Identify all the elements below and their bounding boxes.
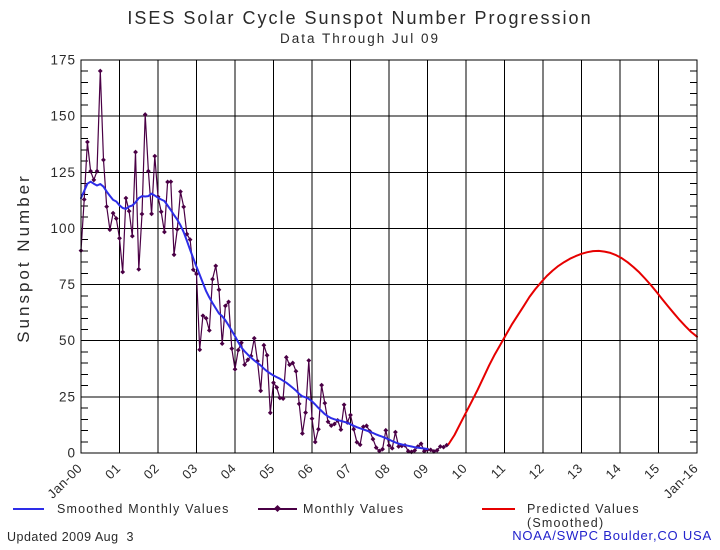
smoothed-monthly-line bbox=[80, 180, 429, 450]
svg-text:03: 03 bbox=[179, 461, 201, 483]
svg-text:04: 04 bbox=[218, 461, 240, 483]
svg-text:01: 01 bbox=[102, 461, 124, 483]
svg-text:13: 13 bbox=[564, 461, 586, 483]
svg-text:25: 25 bbox=[59, 389, 76, 404]
svg-text:175: 175 bbox=[50, 53, 76, 68]
page-title: ISES Solar Cycle Sunspot Number Progress… bbox=[127, 8, 593, 28]
monthly-diamond-icon bbox=[273, 504, 282, 513]
legend-label-monthly: Monthly Values bbox=[303, 502, 405, 516]
y-tick-labels: 0 25 50 75 100 125 150 175 bbox=[50, 53, 76, 461]
svg-text:10: 10 bbox=[449, 461, 471, 483]
svg-text:09: 09 bbox=[410, 461, 432, 483]
svg-text:Jan-16: Jan-16 bbox=[660, 461, 701, 500]
smoothed-line-swatch bbox=[13, 508, 44, 510]
svg-text:100: 100 bbox=[50, 221, 76, 236]
svg-text:125: 125 bbox=[50, 165, 76, 180]
svg-text:Jan-00: Jan-00 bbox=[44, 461, 85, 500]
svg-text:50: 50 bbox=[59, 333, 76, 348]
grid bbox=[80, 59, 698, 454]
svg-text:0: 0 bbox=[67, 446, 76, 461]
svg-text:06: 06 bbox=[295, 461, 317, 483]
svg-text:07: 07 bbox=[333, 461, 355, 483]
svg-text:11: 11 bbox=[488, 461, 509, 482]
legend-label-predicted: Predicted Values (Smoothed) bbox=[527, 502, 640, 530]
svg-text:14: 14 bbox=[603, 461, 625, 483]
svg-text:02: 02 bbox=[141, 461, 163, 483]
predicted-line-swatch bbox=[482, 508, 515, 510]
svg-text:05: 05 bbox=[256, 461, 278, 483]
svg-text:15: 15 bbox=[641, 461, 663, 483]
plot-border bbox=[80, 59, 698, 454]
sunspot-number-plot: 0 25 50 75 100 125 150 175 Jan-00 01 02 03 04 05 06 07 0… bbox=[44, 53, 701, 501]
y-minor-ticks bbox=[81, 70, 697, 443]
chart-subtitle: Data Through Jul 09 bbox=[279, 31, 441, 46]
credit-text: NOAA/SWPC Boulder,CO USA bbox=[512, 528, 712, 543]
monthly-values-line bbox=[80, 70, 448, 453]
x-tick-labels: Jan-00 01 02 03 04 05 06 07 08 09 10 11 12 13 14 15Jan-… bbox=[44, 461, 701, 500]
updated-timestamp: Updated 2009 Aug 3 bbox=[7, 530, 134, 544]
predicted-values-line bbox=[447, 249, 698, 445]
svg-text:08: 08 bbox=[372, 461, 394, 483]
svg-text:75: 75 bbox=[59, 277, 76, 292]
svg-text:150: 150 bbox=[50, 109, 76, 124]
svg-text:12: 12 bbox=[526, 461, 548, 483]
legend-label-smoothed: Smoothed Monthly Values bbox=[57, 502, 230, 516]
